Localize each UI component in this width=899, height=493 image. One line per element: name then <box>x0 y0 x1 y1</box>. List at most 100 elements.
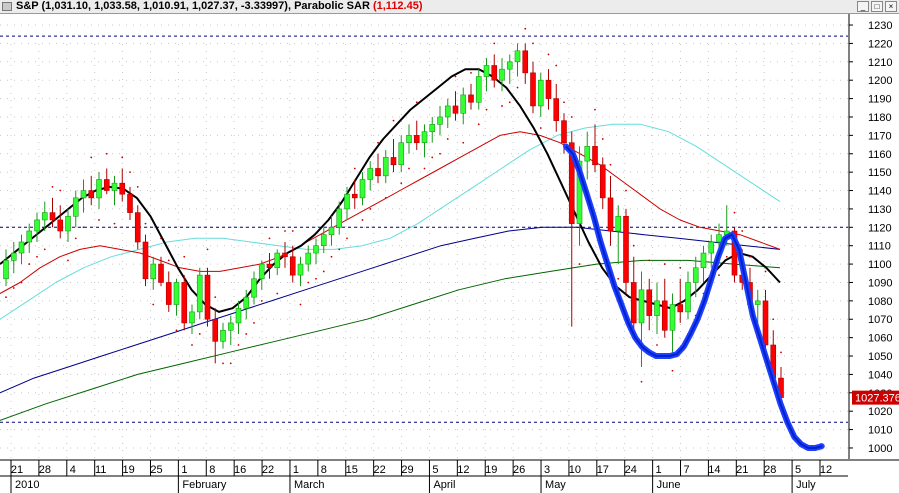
price-tick-label: 1140 <box>868 186 892 198</box>
sar-dot <box>214 296 217 299</box>
price-tick-label: 1160 <box>868 149 892 161</box>
date-tick-label: 15 <box>346 464 358 476</box>
candle-body <box>716 234 722 243</box>
sar-dot <box>648 259 651 262</box>
sar-dot <box>377 141 379 144</box>
candle-body <box>359 179 366 199</box>
sar-dot <box>353 167 356 170</box>
candle-body <box>351 193 358 199</box>
sar-dot <box>276 292 279 295</box>
sar-dot <box>679 266 682 269</box>
maximize-button[interactable]: □ <box>871 1 883 12</box>
candle-body <box>65 215 71 232</box>
candle-body <box>537 79 544 107</box>
last-price-label: 1027.376 <box>855 393 899 405</box>
sar-dot <box>632 244 635 247</box>
candle-body <box>150 263 157 280</box>
sar-dot <box>361 219 364 221</box>
candle-body <box>344 193 350 210</box>
ma-green-line <box>0 259 781 421</box>
candle-body <box>96 179 102 199</box>
sar-dot <box>718 274 720 277</box>
sar-dot <box>105 152 108 155</box>
horizontal-lines <box>0 35 848 423</box>
sar-dot <box>555 64 558 67</box>
candle-body <box>235 307 242 324</box>
sar-dot <box>152 303 155 306</box>
candle-body <box>444 105 451 118</box>
candle-body <box>452 105 459 114</box>
candle-body <box>468 94 474 103</box>
sar-dot <box>12 287 15 289</box>
price-tick-label: 1070 <box>868 314 892 326</box>
sar-dot <box>772 318 775 321</box>
sar-dot <box>423 167 426 170</box>
candle-body <box>282 252 288 258</box>
price-tick-label: 1150 <box>868 167 892 179</box>
candle-body <box>243 296 250 309</box>
price-tick-label: 1180 <box>868 112 892 124</box>
sar-dot <box>470 71 472 74</box>
date-tick-label: 21 <box>736 464 748 476</box>
candle-body <box>491 65 498 81</box>
sar-dot <box>113 222 116 225</box>
sar-dot <box>175 329 178 332</box>
sar-dot <box>253 322 255 324</box>
sar-dot <box>237 344 240 346</box>
sar-dot <box>121 156 124 159</box>
candle-body <box>289 256 296 276</box>
candle-body <box>212 318 219 342</box>
sar-dot <box>43 248 46 251</box>
sar-dot <box>183 255 186 258</box>
candle-body <box>181 282 188 324</box>
sar-dot <box>315 277 317 280</box>
date-tick-label: 11 <box>95 464 106 476</box>
sar-dot <box>291 230 294 232</box>
date-tick-label: 21 <box>11 464 23 476</box>
sar-dot <box>431 156 434 159</box>
candle-body <box>646 289 653 316</box>
sar-dot <box>229 362 232 365</box>
sar-dot <box>144 222 147 225</box>
price-axis: 1000101010201030104010501060107010801090… <box>848 14 899 459</box>
sar-dot <box>322 270 325 273</box>
price-tick-label: 1110 <box>868 241 891 253</box>
sar-dot <box>136 185 139 188</box>
candle-body <box>584 146 591 162</box>
sar-dot <box>206 248 209 251</box>
sar-dot <box>733 211 736 214</box>
close-button[interactable]: × <box>885 1 897 12</box>
candle-body <box>654 300 660 316</box>
candle-body <box>111 182 118 191</box>
candle-body <box>398 142 405 166</box>
price-tick-label: 1100 <box>868 259 892 271</box>
date-tick-label: 26 <box>513 464 525 476</box>
sar-dot <box>532 42 534 45</box>
candle-body <box>685 282 691 313</box>
price-tick-label: 1090 <box>868 277 892 289</box>
price-tick-label: 1200 <box>868 75 892 87</box>
sar-dot <box>28 263 31 265</box>
candle-body <box>390 157 397 166</box>
sar-dot <box>198 333 201 335</box>
sar-dot <box>508 101 511 104</box>
date-tick-label: 25 <box>150 464 162 476</box>
sar-dot <box>477 123 480 126</box>
candle-body <box>88 190 95 199</box>
minimize-button[interactable]: _ <box>857 1 869 12</box>
candle-body <box>3 260 9 280</box>
sar-dot <box>98 219 100 221</box>
candle-body <box>258 263 265 280</box>
candle-body <box>127 193 133 213</box>
symbol-label: S&P <box>16 0 39 12</box>
candle-body <box>638 289 645 324</box>
candle-body <box>421 131 428 144</box>
sar-dot <box>408 167 410 170</box>
date-tick-label: 17 <box>597 464 609 476</box>
price-chart[interactable]: 1000101010201030104010501060107010801090… <box>0 14 899 493</box>
date-tick-label: 28 <box>764 464 776 476</box>
candle-body <box>661 300 668 331</box>
date-tick-label: 4 <box>70 464 76 476</box>
candle-body <box>313 245 319 254</box>
candle-body <box>630 282 637 324</box>
